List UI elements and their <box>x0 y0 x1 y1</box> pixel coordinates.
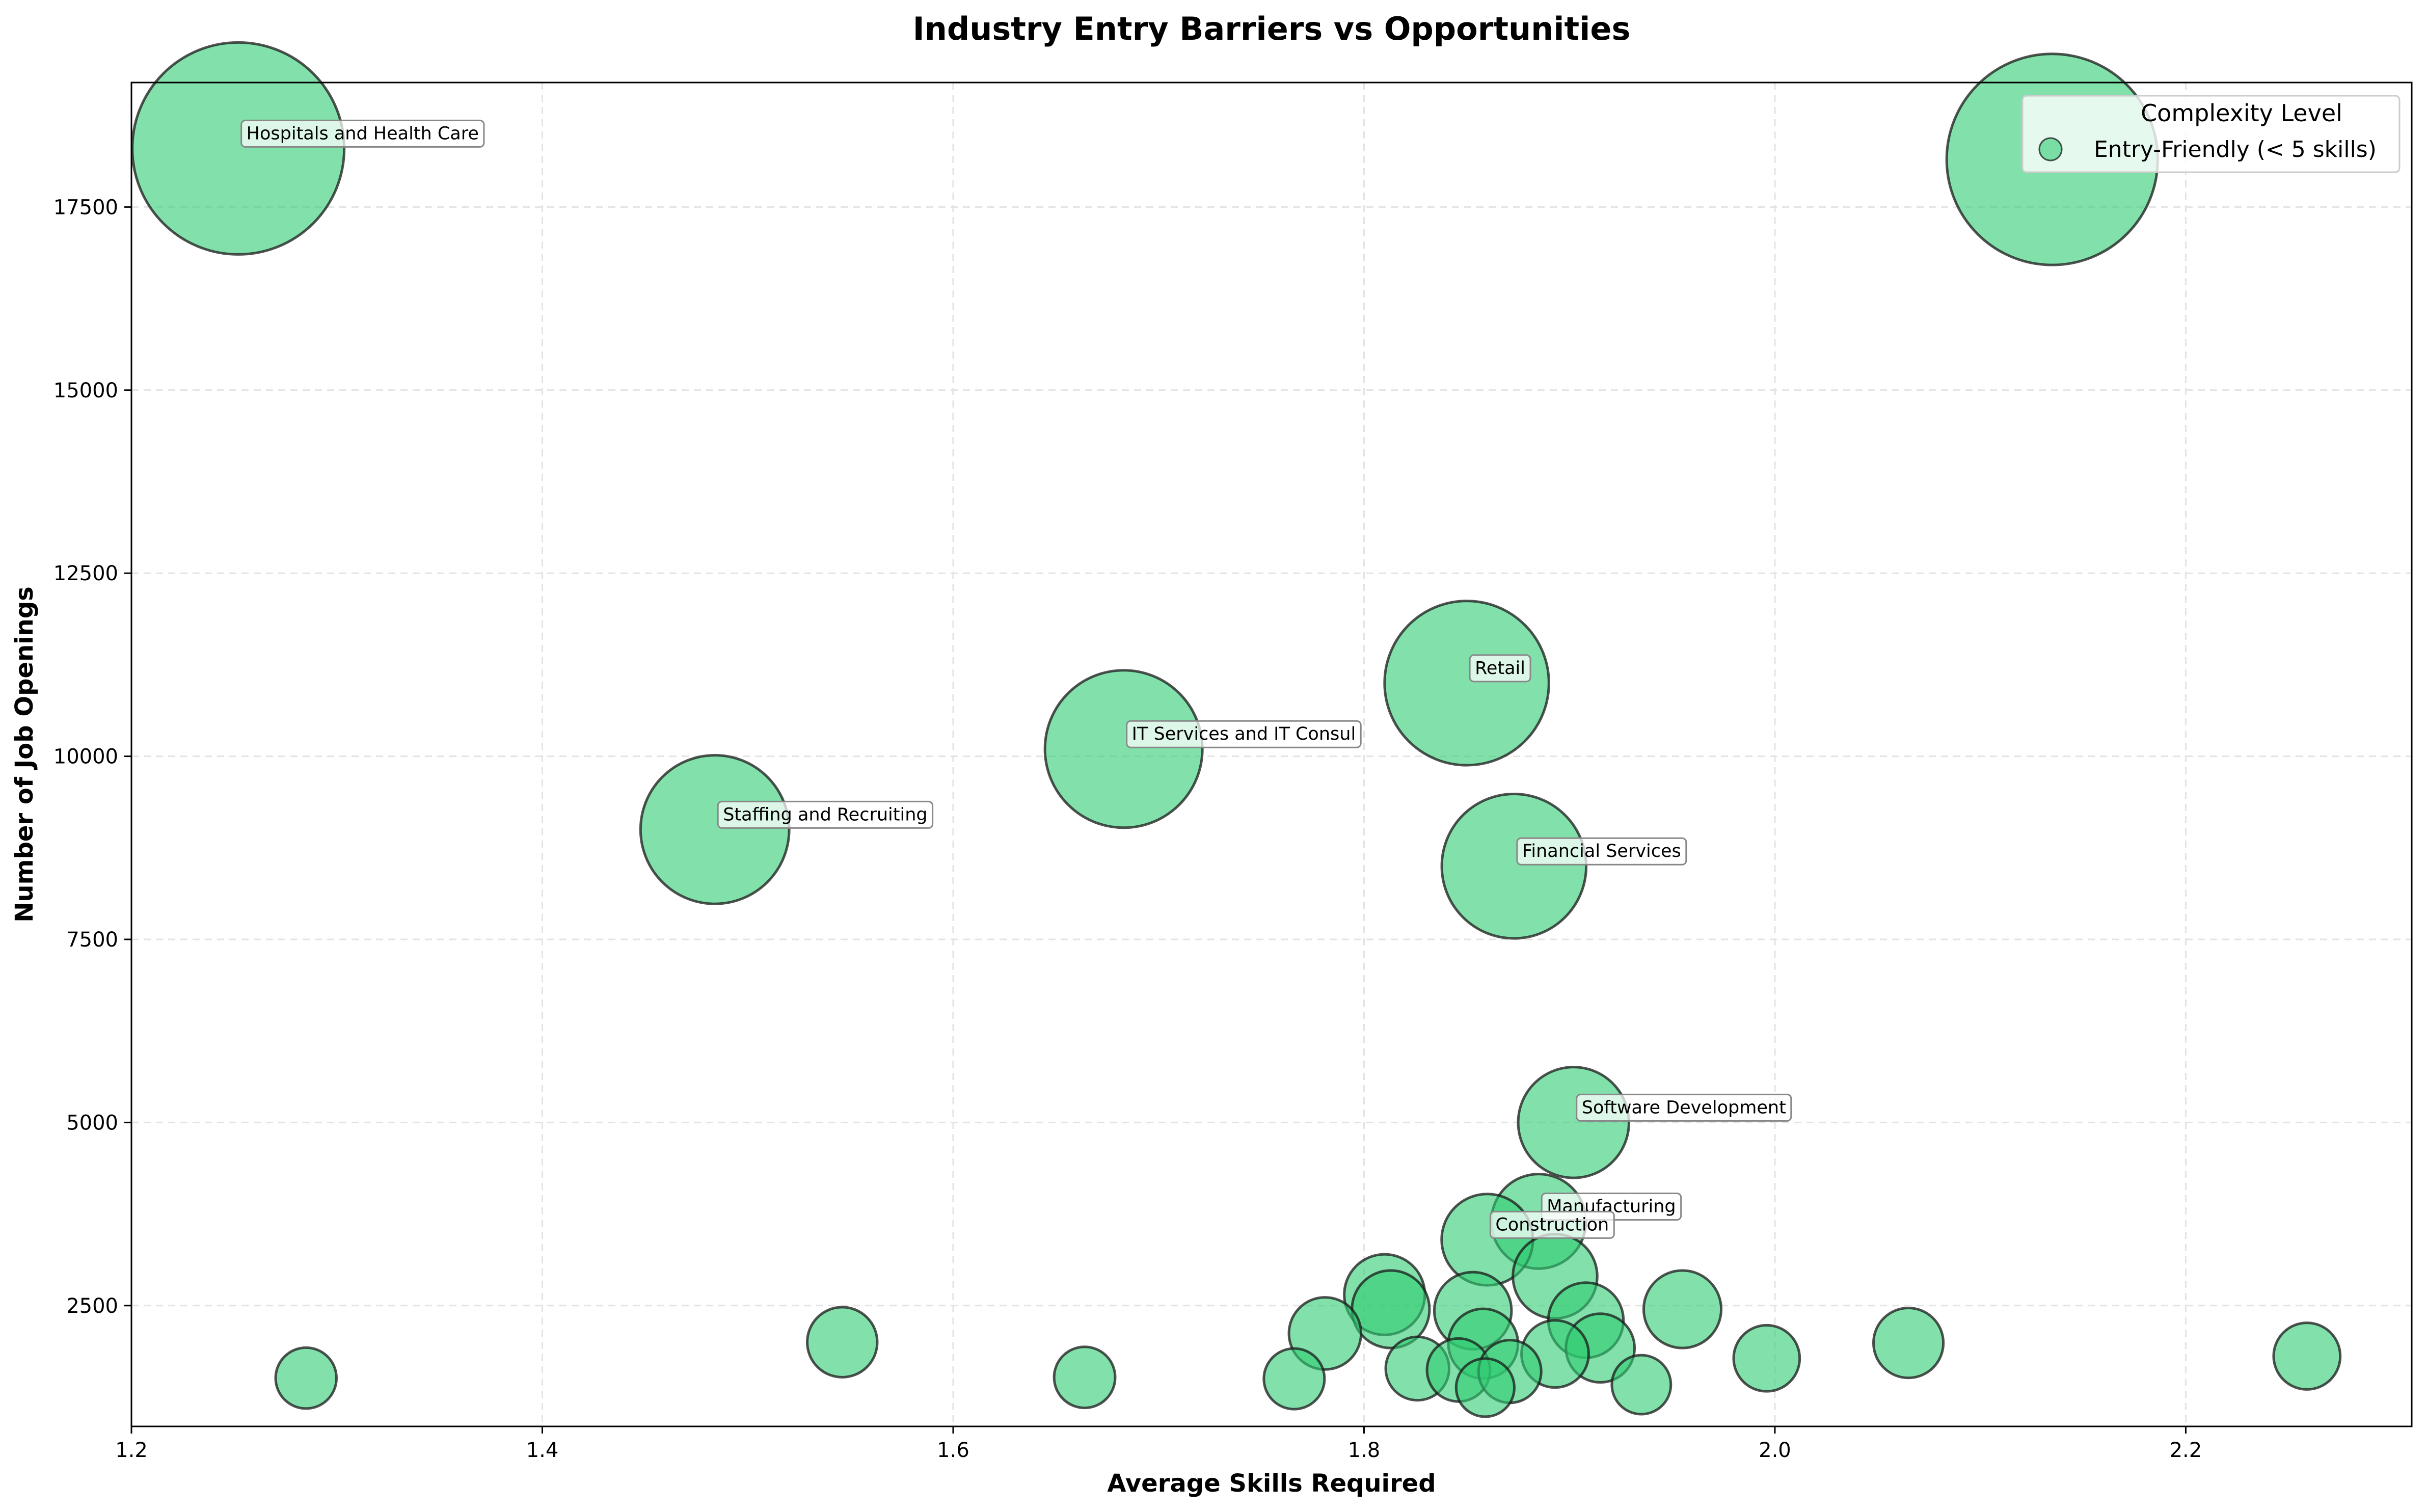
data-point <box>1642 1269 1723 1349</box>
x-tick-label: 1.6 <box>937 1439 969 1462</box>
data-point <box>805 1306 879 1379</box>
annotation: IT Services and IT Consul <box>1126 720 1362 748</box>
plot-frame <box>130 82 2413 1427</box>
y-tick-label: 7500 <box>66 928 118 952</box>
y-tick-label: 2500 <box>66 1294 118 1318</box>
annotation-box <box>717 800 934 829</box>
legend: Complexity Level Entry-Friendly (< 5 ski… <box>2021 95 2401 173</box>
x-tick-label: 1.2 <box>115 1439 148 1462</box>
data-point <box>1383 600 1550 767</box>
annotation-label: IT Services and IT Consul <box>1132 724 1356 744</box>
data-point <box>1517 1066 1630 1179</box>
x-tick-label: 2.2 <box>2170 1439 2202 1462</box>
annotation-label: Financial Services <box>1522 841 1681 861</box>
y-tick-label: 10000 <box>53 745 118 769</box>
annotation-box <box>240 119 485 148</box>
annotation: Software Development <box>1576 1093 1792 1122</box>
annotation-label: Construction <box>1495 1214 1609 1235</box>
data-point <box>1043 669 1204 829</box>
annotation-label: Retail <box>1475 658 1525 679</box>
x-tick-label: 1.8 <box>1348 1439 1381 1462</box>
data-point <box>1053 1345 1117 1410</box>
annotation: Hospitals and Health Care <box>240 119 485 148</box>
annotation-box <box>1576 1093 1792 1122</box>
axis-ticks: 1.2 1.4 1.6 1.8 2.0 2.2 2500 5000 7500 10000 12500… <box>53 196 2202 1462</box>
y-tick-label: 5000 <box>66 1111 118 1135</box>
data-point <box>131 41 346 256</box>
legend-entry-label: Entry-Friendly (< 5 skills) <box>2094 137 2377 163</box>
data-point <box>1732 1324 1801 1393</box>
chart-title: Industry Entry Barriers vs Opportunities <box>913 10 1631 47</box>
data-point <box>1440 792 1588 940</box>
data-point <box>1872 1307 1945 1380</box>
legend-title: Complexity Level <box>2141 99 2342 127</box>
annotations: Hospitals and Health Care Retail IT Servic… <box>240 119 1792 1239</box>
annotation-box <box>1469 654 1531 683</box>
data-point <box>1262 1347 1326 1411</box>
annotation-box <box>1126 720 1362 748</box>
data-points <box>131 41 2342 1418</box>
data-point <box>1454 1357 1516 1418</box>
annotation: Staffing and Recruiting <box>717 800 934 829</box>
data-point <box>1610 1354 1673 1416</box>
x-tick-label: 1.4 <box>526 1439 559 1462</box>
annotation: Retail <box>1469 654 1531 683</box>
x-axis-label: Average Skills Required <box>1107 1469 1436 1498</box>
y-tick-label: 15000 <box>53 379 118 402</box>
y-axis-label: Number of Job Openings <box>10 586 39 923</box>
y-tick-label: 17500 <box>53 196 118 219</box>
x-tick-label: 2.0 <box>1759 1439 1791 1462</box>
data-point <box>639 753 791 905</box>
annotation: Financial Services <box>1516 837 1687 866</box>
annotation-box <box>1516 837 1687 866</box>
annotation-label: Software Development <box>1582 1097 1786 1118</box>
annotation-label: Hospitals and Health Care <box>247 123 479 144</box>
legend-marker <box>2038 137 2063 161</box>
annotation-label: Staffing and Recruiting <box>723 804 927 825</box>
annotation-box <box>1489 1210 1615 1239</box>
data-point <box>274 1346 338 1410</box>
legend-box <box>2021 95 2401 173</box>
annotation: Construction <box>1489 1210 1615 1239</box>
y-tick-label: 12500 <box>53 562 118 585</box>
data-point <box>2272 1321 2342 1391</box>
